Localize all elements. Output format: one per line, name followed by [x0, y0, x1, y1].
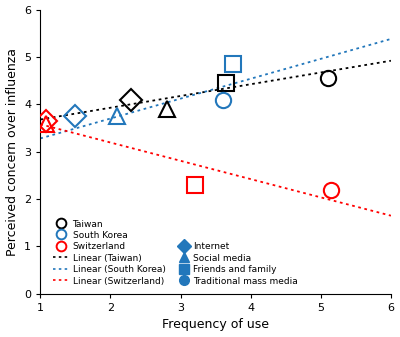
Y-axis label: Perceived concern over influenza: Perceived concern over influenza — [6, 48, 18, 256]
X-axis label: Frequency of use: Frequency of use — [162, 318, 269, 332]
Legend: Internet, Social media, Friends and family, Traditional mass media: Internet, Social media, Friends and fami… — [178, 241, 299, 286]
